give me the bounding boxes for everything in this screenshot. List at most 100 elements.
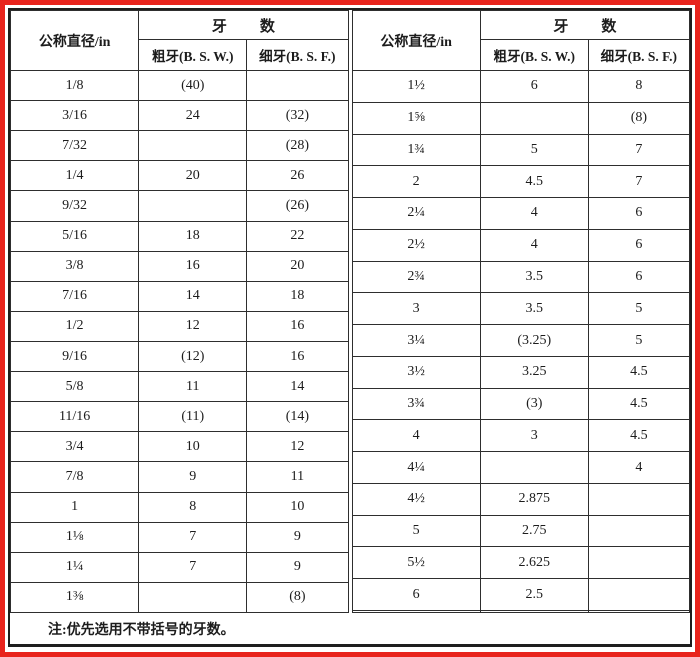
coarse-thread-cell: 5 (479, 133, 589, 167)
diameter-cell: 3/16 (9, 100, 140, 132)
table-row (351, 610, 691, 613)
coarse-thread-cell: (3.25) (479, 324, 589, 357)
diameter-cell: 3½ (351, 355, 481, 389)
table-row: 4½ 2.875 (351, 482, 691, 516)
diameter-cell: 3/4 (9, 431, 140, 463)
fine-thread-cell: 20 (246, 250, 349, 282)
coarse-thread-cell: 2.875 (479, 482, 589, 516)
fine-thread-cell: 11 (246, 461, 349, 493)
diameter-cell: 9/32 (9, 190, 140, 222)
diameter-cell: 6 (351, 578, 481, 612)
table-row: 7/32 (28) (9, 130, 349, 162)
diameter-cell: 3¼ (351, 324, 481, 357)
table-row: 1/4 20 26 (9, 160, 349, 192)
fine-thread-header: 细牙(B. S. F.) (587, 39, 691, 71)
diameter-cell: 2 (351, 165, 481, 199)
fine-thread-cell: 6 (587, 228, 691, 262)
fine-thread-cell (587, 482, 691, 516)
coarse-thread-cell: 4 (479, 197, 589, 230)
table-row: 3/16 24 (32) (9, 100, 349, 132)
fine-thread-cell: 4.5 (587, 355, 691, 389)
diameter-cell: 11/16 (9, 401, 140, 433)
fine-thread-cell: 12 (246, 431, 349, 463)
table-row: 7/8 9 11 (9, 461, 349, 493)
coarse-thread-cell: (40) (138, 69, 248, 102)
table-row: 2¾ 3.5 6 (351, 260, 691, 294)
diameter-cell: 2½ (351, 228, 481, 262)
coarse-thread-header: 粗牙(B. S. W.) (479, 39, 589, 71)
fine-thread-cell: 8 (587, 70, 691, 103)
coarse-thread-cell (138, 581, 248, 614)
fine-thread-cell (587, 514, 691, 548)
coarse-thread-cell: 3.5 (479, 292, 589, 326)
table-row: 9/16 (12) 16 (9, 340, 349, 373)
table-body-right: 1½ 6 8 1⅝ (8) 1¾ 5 7 2 4.5 7 2¼ 4 6 2½ 4 6 2¾ 3.5 6 3 3.5 5 3¼(… (351, 70, 691, 613)
fine-thread-cell: (8) (246, 581, 349, 614)
coarse-thread-cell: 9 (138, 461, 248, 493)
coarse-thread-cell (138, 190, 248, 222)
fine-thread-cell: 26 (246, 160, 349, 192)
diameter-cell: 5/8 (9, 371, 140, 403)
diameter-header: 公称直径/in (9, 10, 140, 71)
fine-thread-cell: 18 (246, 280, 349, 312)
table-row: 1⅛ 7 9 (9, 521, 349, 553)
table-row: 1/2 12 16 (9, 310, 349, 342)
coarse-thread-cell: 16 (138, 250, 248, 282)
table-row: 2 4.5 7 (351, 165, 691, 199)
diameter-cell: 5 (351, 514, 481, 548)
diameter-cell: 4½ (351, 482, 481, 516)
table-row: 1¾ 5 7 (351, 133, 691, 167)
diameter-cell: 3 (351, 292, 481, 326)
table-row: 3½ 3.25 4.5 (351, 355, 691, 389)
table-row: 5/16 18 22 (9, 220, 349, 252)
fine-thread-cell: (26) (246, 190, 349, 222)
fine-thread-cell: (28) (246, 130, 349, 162)
table-row: 1⅝ (8) (351, 101, 691, 135)
diameter-cell (351, 610, 481, 613)
coarse-thread-cell: 8 (138, 491, 248, 523)
diameter-cell: 1½ (351, 70, 481, 103)
table-row: 2¼ 4 6 (351, 197, 691, 230)
coarse-thread-cell: 3.25 (479, 355, 589, 389)
fine-thread-cell: (14) (246, 401, 349, 433)
fine-thread-cell: 7 (587, 133, 691, 167)
table-row: 4 3 4.5 (351, 419, 691, 453)
fine-thread-cell: 7 (587, 165, 691, 199)
coarse-thread-cell: 11 (138, 371, 248, 403)
table-row: 1⅜ (8) (9, 581, 349, 614)
table-row: 7/16 14 18 (9, 280, 349, 312)
fine-thread-cell: (8) (587, 101, 691, 135)
diameter-cell: 1⅝ (351, 101, 481, 135)
fine-thread-cell: 14 (246, 371, 349, 403)
coarse-thread-cell: 14 (138, 280, 248, 312)
coarse-thread-cell: 24 (138, 100, 248, 132)
coarse-thread-cell: 10 (138, 431, 248, 463)
diameter-cell: 4¼ (351, 451, 481, 484)
fine-thread-cell: 10 (246, 491, 349, 523)
thread-count-header: 牙数 (138, 10, 349, 40)
fine-thread-cell: 6 (587, 197, 691, 230)
fine-thread-cell: 9 (246, 551, 349, 583)
fine-thread-cell: 4.5 (587, 387, 691, 421)
diameter-cell: 7/16 (9, 280, 140, 312)
fine-thread-cell: 16 (246, 310, 349, 342)
diameter-cell: 5½ (351, 546, 481, 580)
coarse-thread-cell: 6 (479, 70, 589, 103)
fine-thread-cell: 5 (587, 292, 691, 326)
table-row: 6 2.5 (351, 578, 691, 612)
diameter-header: 公称直径/in (351, 10, 481, 71)
thread-count-header: 牙数 (479, 10, 691, 40)
diameter-cell: 7/32 (9, 130, 140, 162)
coarse-thread-cell: 2.625 (479, 546, 589, 580)
fine-thread-cell: 4.5 (587, 419, 691, 453)
diameter-cell: 3/8 (9, 250, 140, 282)
coarse-thread-cell: 7 (138, 551, 248, 583)
table-row: 3¾ (3) 4.5 (351, 387, 691, 421)
table-row: 9/32 (26) (9, 190, 349, 222)
fine-thread-cell (587, 578, 691, 612)
diameter-cell: 2¼ (351, 197, 481, 230)
coarse-thread-cell (479, 451, 589, 484)
table-row: 11/16 (11) (14) (9, 401, 349, 433)
table-row: 4¼ 4 (351, 451, 691, 484)
diameter-cell: 9/16 (9, 340, 140, 373)
